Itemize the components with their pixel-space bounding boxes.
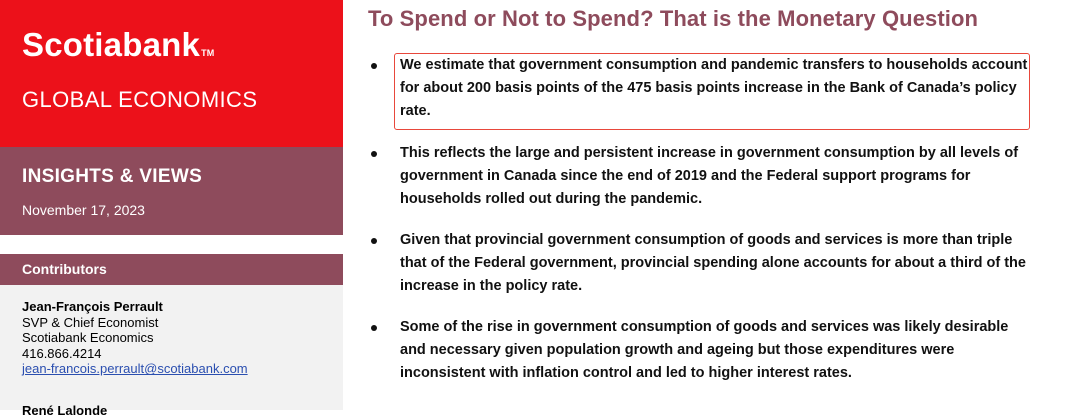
contributor-email-link[interactable]: jean-francois.perrault@scotiabank.com (22, 361, 248, 377)
contributor-org: Scotiabank Economics (22, 330, 154, 346)
division-label: GLOBAL ECONOMICS (22, 87, 258, 112)
contributor-card: Jean-François Perrault SVP & Chief Econo… (22, 299, 248, 377)
publication-date: November 17, 2023 (22, 202, 145, 218)
list-item-text: We estimate that government consumption … (400, 57, 1028, 119)
key-points-list: We estimate that government consumption … (368, 54, 1038, 385)
contributors-header: Contributors (0, 254, 343, 285)
contributor-name: Jean-François Perrault (22, 299, 163, 314)
sidebar: ScotiabankTM GLOBAL ECONOMICS INSIGHTS &… (0, 0, 343, 418)
list-item: Some of the rise in government consumpti… (368, 316, 1038, 385)
page-title: To Spend or Not to Spend? That is the Mo… (368, 6, 979, 31)
contributor-phone: 416.866.4214 (22, 345, 102, 361)
list-item-text: Given that provincial government consump… (400, 232, 1026, 294)
logo-trademark: TM (201, 48, 215, 58)
list-item: This reflects the large and persistent i… (368, 142, 1038, 211)
contributors-list: Jean-François Perrault SVP & Chief Econo… (0, 285, 343, 418)
brand-block: ScotiabankTM GLOBAL ECONOMICS (0, 0, 343, 147)
logo-text: Scotiabank (22, 26, 201, 63)
contributors-title: Contributors (22, 261, 107, 277)
insights-title: INSIGHTS & VIEWS (22, 166, 203, 187)
bullet-icon (371, 238, 377, 244)
bullet-icon (371, 63, 377, 69)
bullet-icon (371, 325, 377, 331)
contributor-title: SVP & Chief Economist (22, 314, 159, 330)
scotiabank-logo: ScotiabankTM (22, 26, 214, 64)
list-item: We estimate that government consumption … (368, 54, 1038, 123)
main-content: To Spend or Not to Spend? That is the Mo… (368, 0, 1068, 410)
insights-block: INSIGHTS & VIEWS November 17, 2023 (0, 147, 343, 235)
list-item-text: This reflects the large and persistent i… (400, 145, 1019, 207)
list-item-text: Some of the rise in government consumpti… (400, 319, 1009, 381)
contributor-name: René Lalonde (22, 403, 108, 418)
list-item: Given that provincial government consump… (368, 229, 1038, 298)
bullet-icon (371, 151, 377, 157)
